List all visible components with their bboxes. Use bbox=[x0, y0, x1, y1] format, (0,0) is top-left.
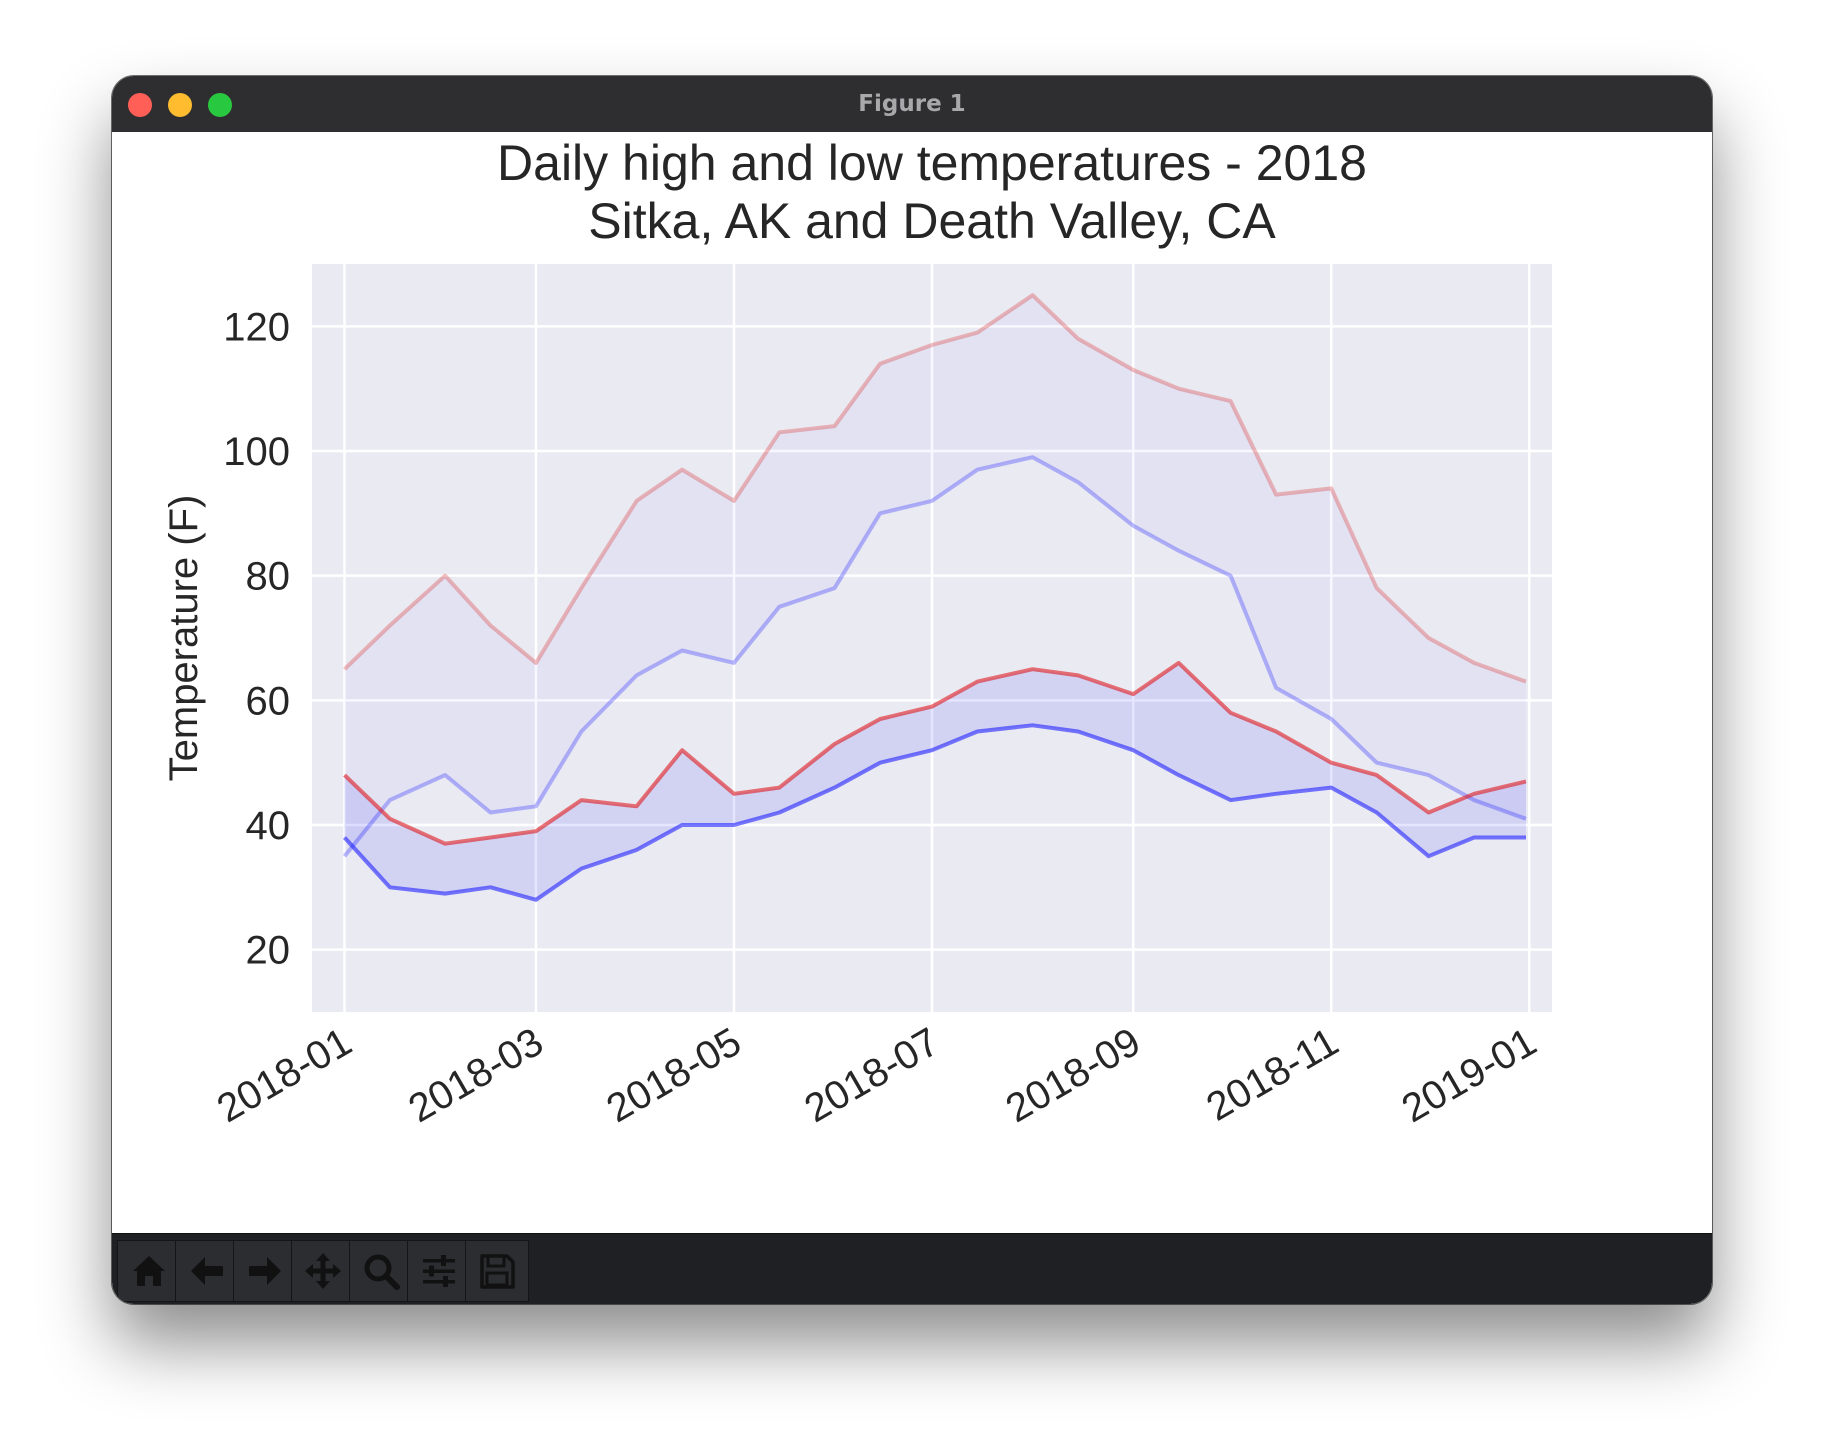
configure-subplots-button[interactable] bbox=[407, 1240, 471, 1302]
x-tick-label: 2018-05 bbox=[599, 1020, 748, 1132]
x-tick-label: 2018-01 bbox=[210, 1020, 359, 1132]
fill-between-area bbox=[344, 662, 1526, 900]
close-window-button[interactable] bbox=[128, 93, 152, 117]
save-icon bbox=[480, 1254, 515, 1289]
maximize-window-button[interactable] bbox=[208, 93, 232, 117]
x-tick-label: 2018-09 bbox=[999, 1020, 1148, 1132]
arrow-right-icon bbox=[249, 1257, 281, 1285]
x-tick-label: 2018-03 bbox=[401, 1020, 550, 1132]
x-tick-label: 2019-01 bbox=[1395, 1020, 1544, 1132]
move-icon bbox=[305, 1253, 341, 1289]
y-axis-label: Temperature (F) bbox=[162, 495, 206, 782]
window-title: Figure 1 bbox=[858, 91, 966, 117]
series-line bbox=[342, 455, 1527, 858]
pan-button[interactable] bbox=[291, 1240, 355, 1302]
y-tick-labels: 20 40 60 80 100 120 bbox=[223, 305, 290, 972]
series-line bbox=[343, 723, 1526, 902]
search-icon bbox=[364, 1254, 400, 1290]
forward-button[interactable] bbox=[233, 1240, 297, 1302]
y-tick-label: 40 bbox=[246, 804, 291, 848]
minimize-window-button[interactable] bbox=[168, 93, 192, 117]
home-button[interactable] bbox=[117, 1240, 181, 1302]
y-tick-label: 60 bbox=[246, 679, 291, 723]
temperature-chart: Daily high and low temperatures - 2018 S… bbox=[162, 135, 1552, 1132]
series-line bbox=[343, 293, 1527, 684]
y-tick-label: 100 bbox=[223, 430, 290, 474]
grid-lines bbox=[312, 264, 1552, 1012]
y-tick-label: 80 bbox=[246, 555, 291, 599]
figure-window: Figure 1 Daily high and low temperatures… bbox=[112, 76, 1712, 1304]
sliders-icon bbox=[423, 1255, 455, 1287]
fill-regions bbox=[344, 662, 1526, 900]
x-tick-label: 2018-07 bbox=[797, 1020, 946, 1132]
chart-title-line-1: Daily high and low temperatures - 2018 bbox=[497, 135, 1367, 191]
back-button[interactable] bbox=[175, 1240, 239, 1302]
x-tick-labels: 2018-01 2018-03 2018-05 2018-07 2018-09 2018-… bbox=[210, 1020, 1544, 1132]
home-icon bbox=[133, 1256, 165, 1286]
zoom-button[interactable] bbox=[349, 1240, 413, 1302]
figure-canvas[interactable]: Daily high and low temperatures - 2018 S… bbox=[112, 132, 1712, 1304]
y-tick-label: 20 bbox=[246, 929, 291, 973]
arrow-left-icon bbox=[191, 1257, 223, 1285]
chart-title-line-2: Sitka, AK and Death Valley, CA bbox=[588, 193, 1276, 249]
series-lines bbox=[342, 293, 1527, 902]
navigation-toolbar bbox=[112, 1233, 1712, 1304]
y-tick-label: 120 bbox=[223, 305, 290, 349]
series-line bbox=[343, 660, 1527, 846]
title-bar[interactable]: Figure 1 bbox=[112, 76, 1712, 133]
save-button[interactable] bbox=[465, 1240, 529, 1302]
x-tick-label: 2018-11 bbox=[1199, 1020, 1346, 1130]
